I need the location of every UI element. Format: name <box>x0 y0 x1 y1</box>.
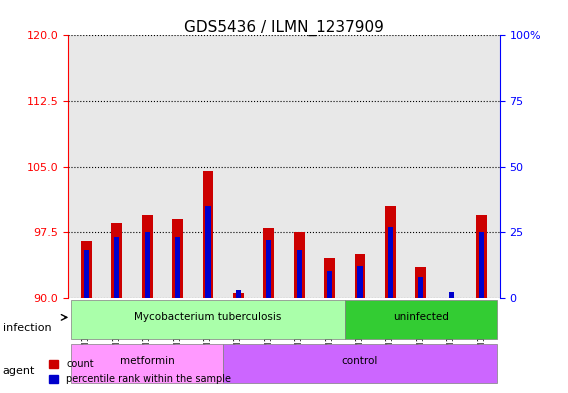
Bar <box>324 258 335 298</box>
Text: uninfected: uninfected <box>393 312 449 322</box>
Bar <box>81 241 91 298</box>
Bar <box>477 215 487 298</box>
FancyBboxPatch shape <box>71 300 345 339</box>
Bar <box>175 237 180 298</box>
Bar <box>266 240 272 298</box>
Legend: count, percentile rank within the sample: count, percentile rank within the sample <box>45 356 235 388</box>
Text: agent: agent <box>3 366 35 376</box>
Bar <box>327 272 332 298</box>
FancyBboxPatch shape <box>71 343 223 383</box>
Text: infection: infection <box>3 323 52 333</box>
Bar <box>415 267 426 298</box>
Bar <box>114 237 119 298</box>
Bar <box>142 215 153 298</box>
Bar <box>354 254 365 298</box>
Bar <box>203 171 214 298</box>
Text: GDS5436 / ILMN_1237909: GDS5436 / ILMN_1237909 <box>184 20 384 36</box>
Bar <box>206 206 211 298</box>
Text: metformin: metformin <box>120 356 174 366</box>
Bar <box>418 277 424 298</box>
Text: control: control <box>342 356 378 366</box>
FancyBboxPatch shape <box>223 343 497 383</box>
Bar <box>449 292 454 298</box>
Bar <box>264 228 274 298</box>
Bar <box>236 290 241 298</box>
Bar <box>172 219 183 298</box>
Bar <box>294 232 304 298</box>
Bar <box>83 250 89 298</box>
Bar <box>144 232 150 298</box>
Bar <box>479 232 485 298</box>
Text: Mycobacterium tuberculosis: Mycobacterium tuberculosis <box>134 312 282 322</box>
Bar <box>357 266 362 298</box>
Bar <box>385 206 396 298</box>
Bar <box>233 293 244 298</box>
Bar <box>111 223 122 298</box>
Bar <box>296 250 302 298</box>
Bar <box>388 227 393 298</box>
FancyBboxPatch shape <box>345 300 497 339</box>
